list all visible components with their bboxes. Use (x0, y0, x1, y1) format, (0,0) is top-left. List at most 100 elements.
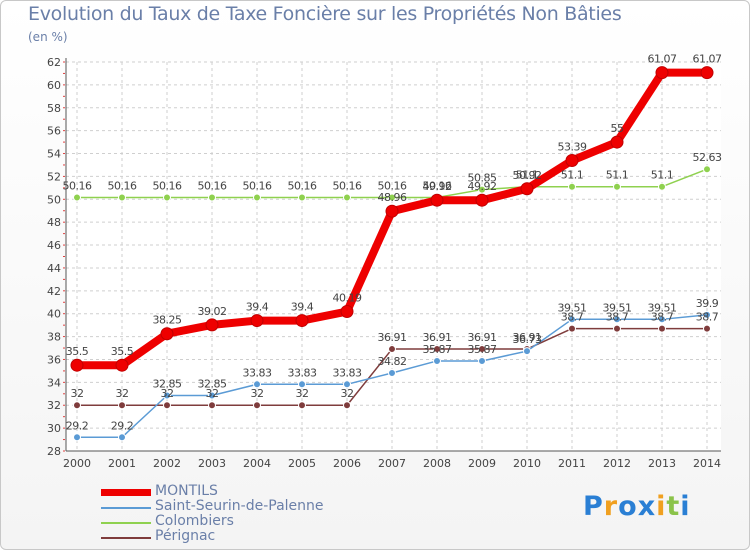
logo-letter: r (603, 491, 619, 522)
x-tick-label: 2008 (423, 457, 451, 470)
x-tick-label: 2000 (63, 457, 91, 470)
data-point (613, 182, 621, 191)
data-label: 55 (611, 122, 624, 135)
y-axis-unit: (en %) (28, 30, 68, 44)
data-label: 50.85 (468, 172, 497, 185)
data-point (70, 358, 84, 372)
legend-label: Colombiers (155, 513, 234, 529)
data-label: 35.87 (468, 343, 497, 356)
data-point (568, 324, 576, 333)
data-point (115, 358, 129, 372)
y-tick-label: 36 (47, 353, 61, 366)
data-point (253, 380, 261, 389)
y-tick-label: 40 (47, 308, 61, 321)
data-label: 35.5 (111, 345, 134, 358)
data-label: 36.91 (423, 331, 452, 344)
data-label: 32 (296, 387, 309, 400)
data-point (520, 182, 534, 196)
data-point (655, 66, 669, 80)
data-label: 32 (161, 387, 174, 400)
x-tick-label: 2006 (333, 457, 361, 470)
data-point (613, 324, 621, 333)
data-point (73, 433, 81, 442)
data-point (163, 391, 171, 400)
data-label: 50.16 (63, 179, 92, 192)
data-label: 32.85 (153, 378, 182, 391)
data-label: 39.51 (648, 301, 677, 314)
data-label: 32 (71, 387, 84, 400)
x-tick-label: 2009 (468, 457, 496, 470)
data-label: 40.19 (333, 292, 362, 305)
data-point (388, 345, 396, 354)
data-point (388, 368, 396, 377)
data-label: 39.4 (291, 301, 314, 314)
plot-area (66, 62, 721, 451)
data-point (298, 401, 306, 410)
data-label: 39.4 (246, 301, 269, 314)
data-point (250, 314, 264, 328)
data-label: 50.16 (198, 179, 227, 192)
data-label: 50.92 (513, 169, 542, 182)
data-point (478, 356, 486, 365)
data-label: 32.85 (198, 378, 227, 391)
x-tick-label: 2005 (288, 457, 316, 470)
data-point (208, 401, 216, 410)
data-label: 33.83 (333, 366, 362, 379)
data-point (658, 324, 666, 333)
data-point (298, 193, 306, 202)
data-label: 50.16 (288, 179, 317, 192)
data-label: 39.9 (696, 297, 719, 310)
legend-label: MONTILS (155, 483, 218, 499)
data-point (253, 401, 261, 410)
data-label: 39.51 (603, 301, 632, 314)
data-point (478, 185, 486, 194)
data-label: 38.7 (606, 311, 629, 324)
data-label: 50.16 (153, 179, 182, 192)
data-label: 39.51 (558, 301, 587, 314)
data-point (568, 182, 576, 191)
logo-letter: i (680, 491, 691, 522)
x-tick-label: 2010 (513, 457, 541, 470)
data-label: 32 (116, 387, 129, 400)
y-tick-label: 58 (47, 102, 61, 115)
proxiti-logo: Proxiti (583, 491, 691, 522)
data-point (703, 310, 711, 319)
data-label: 33.83 (243, 366, 272, 379)
x-tick-label: 2004 (243, 457, 271, 470)
data-label: 61.07 (648, 53, 677, 66)
y-tick-label: 32 (47, 399, 61, 412)
data-label: 35.5 (66, 345, 89, 358)
y-tick-label: 52 (47, 170, 61, 183)
data-point (118, 193, 126, 202)
y-tick-label: 34 (47, 376, 61, 389)
y-tick-label: 38 (47, 331, 61, 344)
data-label: 29.2 (66, 419, 89, 432)
legend-swatch (101, 507, 151, 509)
data-point (208, 193, 216, 202)
data-point (298, 380, 306, 389)
data-point (73, 401, 81, 410)
logo-letter: P (583, 491, 604, 522)
data-point (700, 66, 714, 80)
y-tick-label: 30 (47, 422, 61, 435)
data-point (118, 433, 126, 442)
data-point (340, 305, 354, 319)
x-tick-label: 2014 (693, 457, 721, 470)
y-tick-label: 44 (47, 262, 61, 275)
logo-letter: t (666, 491, 681, 522)
data-label: 32 (251, 387, 264, 400)
data-point (523, 347, 531, 356)
data-label: 38.7 (561, 311, 584, 324)
y-tick-label: 54 (47, 148, 61, 161)
legend-swatch (101, 537, 151, 539)
data-label: 35.87 (423, 343, 452, 356)
data-point (430, 193, 444, 207)
data-label: 49.92 (423, 180, 452, 193)
data-label: 32 (206, 387, 219, 400)
data-point (73, 193, 81, 202)
x-tick-label: 2011 (558, 457, 586, 470)
data-label: 50.16 (333, 179, 362, 192)
legend-swatch (101, 522, 151, 524)
